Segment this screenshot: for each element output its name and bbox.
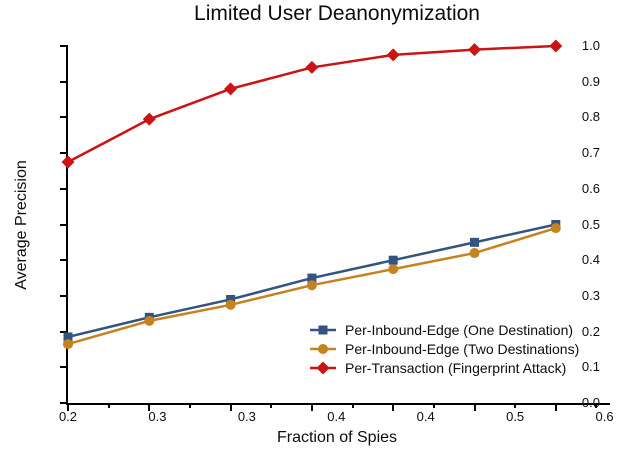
circle-marker [388,264,399,275]
square-marker [226,294,236,304]
legend-label: Per-Inbound-Edge (Two Destinations) [345,340,580,357]
x-minor-tick-mark [351,403,354,408]
x-tick-mark [229,403,232,411]
y-tick-label: 0.6 [581,180,600,196]
square-marker [318,325,328,334]
x-tick-label: 0.6 [595,409,614,424]
square-marker [470,237,479,247]
y-tick-label: 0.4 [581,252,600,268]
legend-row: Per-Transaction (Fingerprint Attack) [308,358,579,377]
diamond-marker [468,43,481,57]
y-tick-mark [60,330,68,333]
x-tick-label: 0.5 [506,409,525,424]
x-tick-mark [67,403,69,411]
diamond-marker [61,155,75,169]
square-marker [307,273,317,283]
circle-marker [144,315,155,326]
y-tick-label: 0.5 [581,216,600,232]
x-tick-label: 0.2 [58,409,78,424]
legend-square-marker-icon [310,325,336,334]
x-minor-tick-mark [432,403,435,408]
y-tick-mark [60,152,68,155]
chart-title: Limited User Deanonymization [194,2,480,25]
y-tick-mark [60,80,68,83]
circle-marker [550,223,561,234]
legend: Per-Inbound-Edge (One Destination) Per-In… [308,320,579,377]
y-tick-label: 0.9 [581,73,600,89]
diamond-marker [386,48,400,62]
y-tick-label: 0.8 [581,109,600,125]
y-tick-mark [60,259,68,262]
diamond-marker [549,39,563,53]
y-tick-label: 0.7 [581,145,600,161]
x-minor-tick-mark [107,403,110,408]
legend-row: Per-Inbound-Edge (One Destination) [308,320,579,339]
legend-label: Per-Transaction (Fingerprint Attack) [345,359,567,376]
legend-diamond-marker-icon [310,361,336,374]
y-tick-label: 0.3 [581,287,600,303]
x-minor-tick-mark [270,403,273,408]
y-tick-mark [60,45,68,47]
legend-row: Per-Inbound-Edge (Two Destinations) [308,339,579,358]
x-tick-label: 0.3 [148,409,167,424]
x-tick-mark [554,403,557,411]
x-tick-mark [392,403,395,411]
square-marker [63,332,73,342]
y-tick-mark [60,294,68,297]
legend-circle-marker-icon [310,343,336,354]
plot-area: 0.0 0.1 0.2 0.3 0.4 0.5 0.6 0.7 0.8 0.9 1.0 0.2 0.3 0… [59,38,614,424]
diamond-marker [142,112,156,126]
circle-marker [306,280,317,291]
square-marker [388,255,398,265]
diamond-marker [224,82,238,96]
x-minor-tick-mark [514,403,517,408]
x-tick-label: 0.4 [416,409,435,424]
legend-label: Per-Inbound-Edge (One Destination) [345,321,574,338]
y-axis-label: Average Precision [13,160,30,290]
x-tick-label: 0.4 [327,409,346,424]
circle-marker [63,339,73,350]
y-tick-mark [60,366,68,369]
x-tick-label: 0.3 [237,409,256,424]
y-tick-label: 0.2 [581,323,600,339]
y-tick-mark [60,223,68,226]
x-tick-mark [310,403,313,411]
series-plot [61,39,563,350]
circle-marker [318,343,328,354]
x-minor-tick-mark [188,403,191,408]
diamond-marker [305,60,319,74]
circle-marker [469,248,480,259]
y-tick-label: 1.0 [581,38,600,53]
y-tick-mark [60,116,68,119]
y-tick-label: 0.1 [581,359,600,375]
x-tick-mark [473,403,476,411]
y-tick-mark [60,402,68,404]
diamond-marker [316,361,330,374]
x-minor-tick-mark [595,403,598,408]
x-axis-label: Fraction of Spies [276,429,398,446]
x-tick-mark [148,403,151,411]
circle-marker [225,299,236,310]
y-tick-mark [60,187,68,190]
